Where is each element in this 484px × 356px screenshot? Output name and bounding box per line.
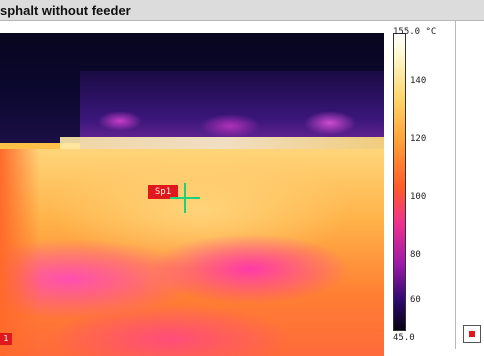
temperature-color-scale: 155.0 °C 140 120 100 80 60 45.0: [393, 27, 455, 349]
thermal-left-gradient: [0, 149, 40, 356]
legend-swatch: [469, 331, 475, 337]
window-title: sphalt without feeder: [0, 3, 131, 18]
scale-tick-label: 100: [410, 192, 427, 202]
thermal-hot-edge: [60, 137, 384, 151]
scale-tick-label: 60: [410, 295, 421, 305]
window-titlebar: sphalt without feeder: [0, 0, 484, 21]
corner-marker[interactable]: 1: [0, 333, 12, 345]
scale-tick-label: 120: [410, 134, 427, 144]
side-panel: [455, 21, 484, 349]
thermal-image[interactable]: Sp1 1: [0, 33, 384, 356]
scale-min-label: 45.0: [393, 333, 415, 343]
color-scale-bar: [393, 33, 406, 331]
legend-marker-box[interactable]: [463, 325, 481, 343]
scale-tick-label: 80: [410, 250, 421, 260]
scale-max-label: 155.0 °C: [393, 27, 437, 37]
scale-tick-label: 140: [410, 76, 427, 86]
thermal-asphalt-region: [0, 149, 384, 356]
main-content: Sp1 1 155.0 °C 140 120 100 80 60 45.0: [0, 21, 484, 356]
spot-measurement-marker[interactable]: Sp1: [148, 185, 178, 199]
spot-crosshair-vertical: [184, 183, 186, 213]
